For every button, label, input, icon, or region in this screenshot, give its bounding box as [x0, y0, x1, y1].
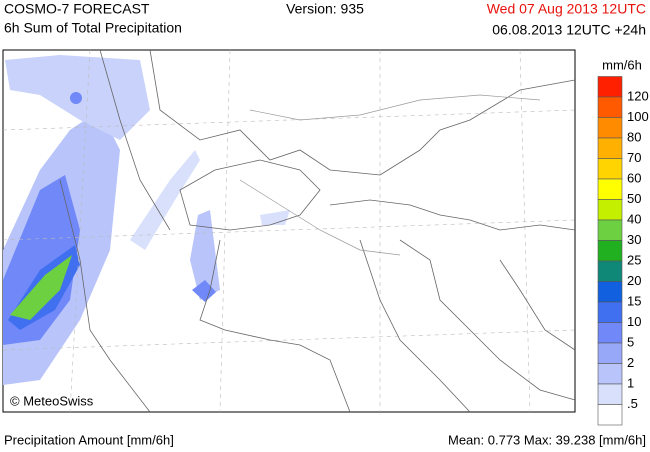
- map: © MeteoSwiss: [2, 49, 576, 413]
- legend-swatch: [597, 342, 623, 364]
- legend-label: 15: [627, 293, 641, 308]
- legend-swatch: [597, 240, 623, 262]
- legend-unit: mm/6h: [602, 57, 642, 72]
- legend-label: 40: [627, 211, 641, 226]
- legend-swatch: [597, 322, 623, 344]
- footer-right: Mean: 0.773 Max: 39.238 [mm/6h]: [448, 432, 646, 447]
- footer-left: Precipitation Amount [mm/6h]: [4, 432, 174, 447]
- legend-label: 10: [627, 314, 641, 329]
- legend-label: 50: [627, 191, 641, 206]
- legend-label: 2: [627, 355, 634, 370]
- legend-label: 100: [627, 109, 649, 124]
- legend-label: .5: [627, 396, 638, 411]
- legend-label: 30: [627, 232, 641, 247]
- legend-swatch: [597, 404, 623, 426]
- legend-swatch: [597, 383, 623, 405]
- legend-label: 1: [627, 375, 634, 390]
- legend: 120 100 80 70 60 50 40 30 25 20 15 10 5 2 1 .5: [597, 76, 649, 426]
- borders: [59, 49, 576, 413]
- legend-swatch: [597, 178, 623, 200]
- legend-swatch: [597, 96, 623, 118]
- legend-swatch: [597, 363, 623, 385]
- legend-label: 120: [627, 88, 649, 103]
- legend-swatch: [597, 158, 623, 180]
- legend-swatch: [597, 281, 623, 303]
- version: Version: 935: [286, 1, 364, 17]
- legend-label: 20: [627, 273, 641, 288]
- legend-swatch: [597, 117, 623, 139]
- copyright: © MeteoSwiss: [10, 393, 94, 408]
- valid-time: Wed 07 Aug 2013 12UTC: [487, 1, 646, 17]
- product-title: 6h Sum of Total Precipitation: [4, 20, 182, 36]
- legend-swatch: [597, 260, 623, 282]
- legend-swatch: [597, 76, 623, 98]
- legend-label: 5: [627, 334, 634, 349]
- run-time: 06.08.2013 12UTC +24h: [492, 22, 646, 38]
- legend-swatch: [597, 199, 623, 221]
- legend-label: 60: [627, 170, 641, 185]
- legend-swatch: [597, 219, 623, 241]
- model-title: COSMO-7 FORECAST: [4, 1, 150, 17]
- legend-label: 25: [627, 252, 641, 267]
- legend-label: 70: [627, 150, 641, 165]
- legend-swatch: [597, 137, 623, 159]
- legend-swatch: [597, 301, 623, 323]
- legend-label: 80: [627, 129, 641, 144]
